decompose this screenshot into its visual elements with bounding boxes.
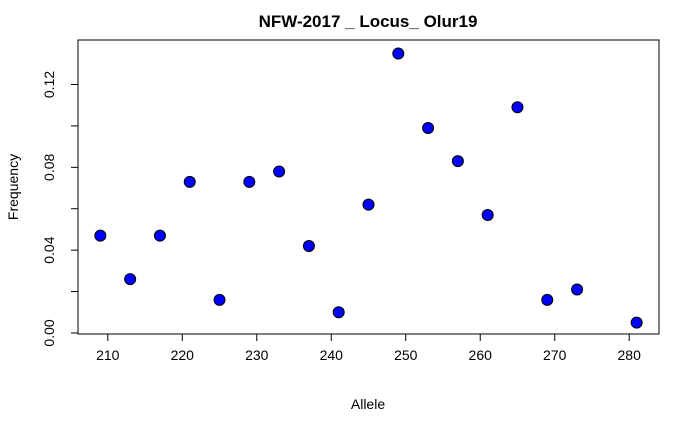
data-point bbox=[511, 101, 524, 114]
data-point bbox=[332, 306, 345, 319]
data-points bbox=[94, 47, 643, 329]
data-point bbox=[213, 293, 226, 306]
data-point bbox=[541, 293, 554, 306]
data-point bbox=[451, 155, 464, 168]
data-point bbox=[183, 175, 196, 188]
x-axis-label: Allele bbox=[351, 396, 385, 412]
x-tick-label: 230 bbox=[245, 347, 269, 363]
chart-title: NFW-2017 _ Locus_ Olur19 bbox=[259, 12, 478, 31]
x-tick-label: 260 bbox=[469, 347, 493, 363]
data-point bbox=[124, 273, 137, 286]
data-point bbox=[630, 316, 643, 329]
x-tick-label: 270 bbox=[543, 347, 567, 363]
x-tick-label: 210 bbox=[96, 347, 120, 363]
data-point bbox=[243, 175, 256, 188]
data-point bbox=[422, 121, 435, 134]
y-tick-label: 0.12 bbox=[41, 71, 57, 98]
x-tick-label: 240 bbox=[320, 347, 344, 363]
data-point bbox=[481, 208, 494, 221]
y-tick-label: 0.00 bbox=[41, 319, 57, 346]
x-tick-label: 280 bbox=[618, 347, 642, 363]
data-point bbox=[362, 198, 375, 211]
data-point bbox=[392, 47, 405, 60]
data-point bbox=[153, 229, 166, 242]
data-point bbox=[273, 165, 286, 178]
y-tick-label: 0.08 bbox=[41, 153, 57, 180]
x-axis: 210 220 230 240 250 260 270 280 bbox=[96, 333, 642, 363]
x-tick-label: 220 bbox=[171, 347, 195, 363]
y-axis: 0.00 0.04 0.08 0.12 bbox=[41, 71, 79, 347]
y-axis-label: Frequency bbox=[5, 154, 21, 220]
data-point bbox=[571, 283, 584, 296]
y-tick-label: 0.04 bbox=[41, 236, 57, 263]
data-point bbox=[94, 229, 107, 242]
data-point bbox=[302, 240, 315, 253]
x-tick-label: 250 bbox=[394, 347, 418, 363]
